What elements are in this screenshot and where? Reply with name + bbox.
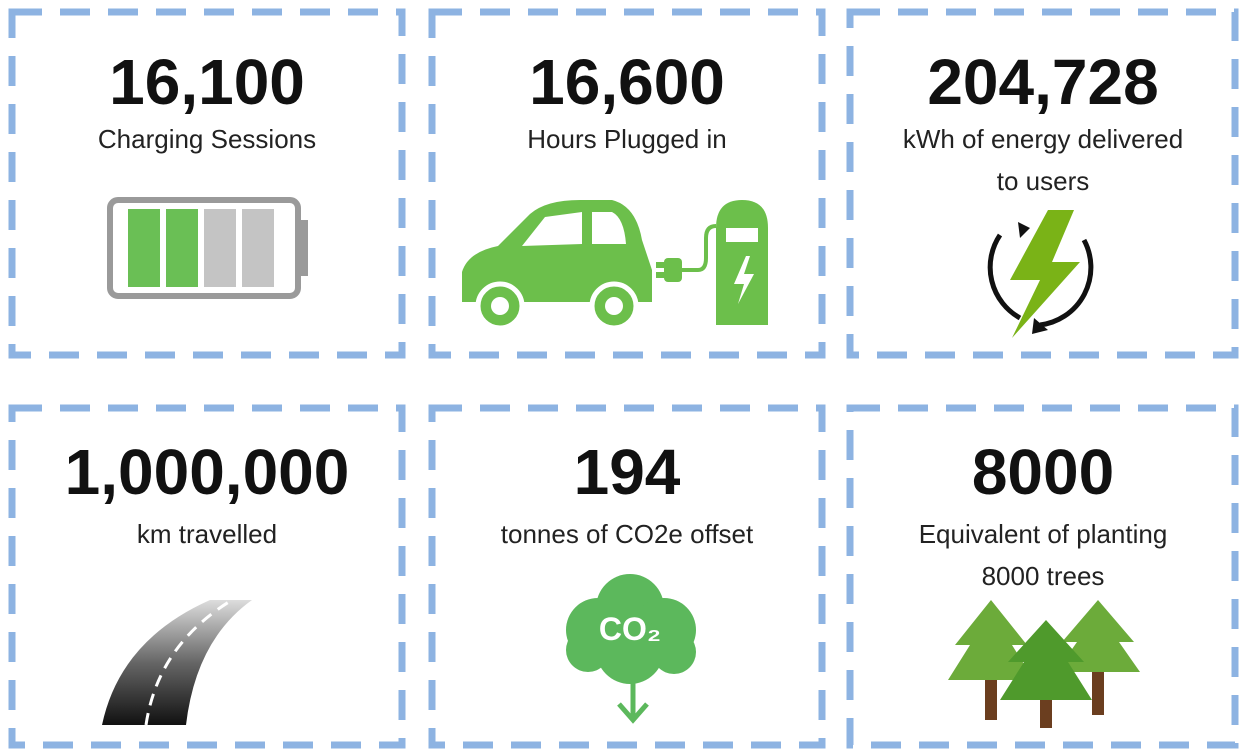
energy-icon <box>990 210 1091 338</box>
stat-label: Hours Plugged in <box>432 118 822 160</box>
stat-value: 8000 <box>848 440 1238 504</box>
stat-label: Charging Sessions <box>12 118 402 160</box>
road-icon <box>102 600 252 725</box>
icon-text: CO₂ <box>599 611 661 647</box>
battery-icon <box>110 200 308 296</box>
stat-label: Equivalent of planting 8000 trees <box>893 513 1193 597</box>
stat-value: 194 <box>432 440 822 504</box>
co2-icon: CO₂ <box>566 574 696 720</box>
stat-label: tonnes of CO2e offset <box>432 513 822 555</box>
stat-value: 1,000,000 <box>12 440 402 504</box>
stat-value: 16,600 <box>432 50 822 114</box>
stat-value: 204,728 <box>848 50 1238 114</box>
infographic: CO₂ 16,100 Charging Sessions 16,600 Hour… <box>0 0 1239 751</box>
trees-icon <box>948 600 1140 728</box>
stat-value: 16,100 <box>12 50 402 114</box>
car-charger-icon <box>462 200 768 328</box>
stat-label: km travelled <box>12 513 402 555</box>
stat-label: kWh of energy delivered to users <box>893 118 1193 202</box>
